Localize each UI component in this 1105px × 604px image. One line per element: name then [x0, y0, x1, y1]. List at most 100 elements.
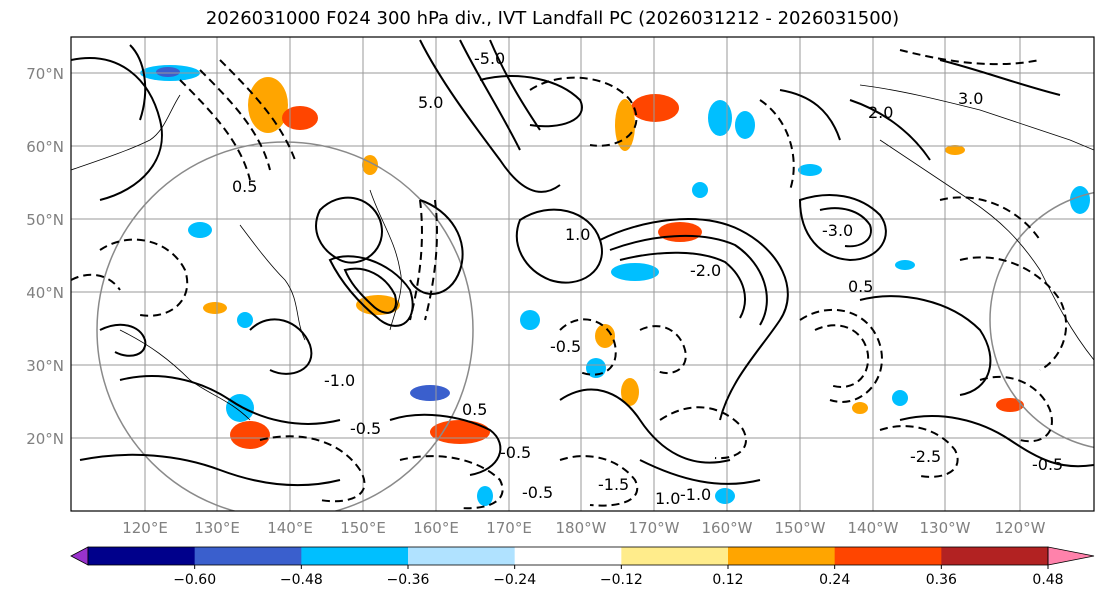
- contour-line: [119, 375, 341, 425]
- contour-label: -1.0: [680, 485, 711, 504]
- shade-neg-region: [715, 488, 735, 504]
- contour-label: -0.5: [1032, 455, 1063, 474]
- lat-label: 70°N: [26, 65, 64, 83]
- contour-line: [559, 455, 639, 507]
- contour-label: 2.0: [868, 103, 893, 122]
- coastline: [879, 139, 1094, 361]
- contour-line: [779, 89, 841, 141]
- contour-line: [849, 99, 931, 161]
- contour-line: [879, 425, 959, 478]
- shade-pos-region: [996, 398, 1024, 412]
- contour-line: [799, 308, 883, 403]
- shade-pos-region: [248, 77, 288, 133]
- lon-label: 160°W: [702, 519, 753, 537]
- contour-line: [71, 273, 121, 291]
- contour-line: [609, 234, 768, 326]
- contour-line: [979, 375, 1053, 443]
- lat-label: 20°N: [26, 430, 64, 448]
- map-grid: [71, 37, 1094, 511]
- contour-label: 0.5: [462, 400, 487, 419]
- lon-label: 150°W: [775, 519, 826, 537]
- shade-neg-region: [611, 263, 659, 281]
- coastline: [239, 224, 306, 341]
- contour-line: [179, 79, 251, 181]
- shade-pos-region: [595, 324, 615, 348]
- latitude-labels: 70°N 60°N 50°N 40°N 30°N 20°N: [26, 65, 64, 448]
- lat-label: 30°N: [26, 357, 64, 375]
- colorbar-swatches: [70, 546, 1095, 566]
- contour-line: [599, 218, 789, 421]
- contour-line: [659, 406, 747, 460]
- contour-line: [559, 388, 731, 464]
- colorbar-tick-label: −0.24: [493, 572, 536, 588]
- contour-line: [639, 325, 687, 375]
- shade-pos-region: [430, 420, 490, 444]
- contour-label: -0.5: [522, 483, 553, 502]
- contour-line: [939, 59, 1061, 96]
- contour-label: -1.0: [324, 371, 355, 390]
- contour-label: -5.0: [474, 49, 505, 68]
- contour-line: [459, 39, 521, 151]
- negative-contours: [71, 49, 1068, 510]
- colorbar-swatch: [194, 547, 302, 565]
- lon-label: 140°W: [848, 519, 899, 537]
- lon-label: 140°E: [267, 519, 313, 537]
- coastline: [119, 329, 251, 421]
- contour-line: [819, 207, 872, 248]
- contour-line: [619, 251, 746, 319]
- contour-line: [489, 39, 541, 131]
- shade-neg-region: [226, 394, 254, 422]
- colorbar-swatch: [941, 547, 1049, 565]
- shade-pos-region: [631, 94, 679, 122]
- contour-line: [249, 318, 313, 375]
- shade-neg-region: [188, 222, 212, 238]
- contour-line: [899, 415, 1094, 468]
- lon-label: 170°W: [629, 519, 680, 537]
- shade-neg-region: [1070, 186, 1090, 214]
- contour-label: 1.0: [655, 489, 680, 508]
- contour-label: 1.0: [565, 225, 590, 244]
- lon-label: 150°E: [340, 519, 386, 537]
- colorbar-extend-high: [1047, 546, 1095, 566]
- contour-label: -0.5: [550, 337, 581, 356]
- positive-contours: [71, 39, 1094, 487]
- lon-label: 130°W: [920, 519, 971, 537]
- colorbar-swatch: [728, 547, 836, 565]
- contour-line: [219, 59, 296, 161]
- colorbar-ticks: −0.60 −0.48 −0.36 −0.24 −0.12 0.12 0.24 0.36 0.4…: [173, 565, 1064, 588]
- shade-neg-region: [892, 390, 908, 406]
- contour-labels: -5.0 0.5 -0.5 2.0 -3.0 1.0 -1.0 5.0 -2.0…: [232, 49, 1063, 508]
- page-title: 2026031000 F024 300 hPa div., IVT Landfa…: [205, 8, 900, 29]
- colorbar-tick-label: −0.60: [173, 572, 216, 588]
- colorbar-swatch: [834, 547, 942, 565]
- contour-line: [389, 413, 502, 476]
- shade-neg-region: [520, 310, 540, 330]
- contour-line: [71, 57, 163, 201]
- colorbar-swatch: [621, 547, 729, 565]
- contour-line: [328, 255, 414, 327]
- colorbar-swatch: [408, 547, 516, 565]
- contour-label: 3.0: [958, 89, 983, 108]
- contour-line: [343, 267, 397, 314]
- lon-label: 130°E: [194, 519, 240, 537]
- contour-line: [515, 208, 603, 284]
- contour-line: [559, 318, 617, 376]
- contour-line: [399, 455, 504, 510]
- contour-label: 0.5: [848, 277, 873, 296]
- contour-line: [199, 69, 271, 171]
- shade-neg-region: [410, 385, 450, 401]
- lon-label: 120°E: [122, 519, 168, 537]
- colorbar-tick-label: −0.36: [387, 572, 430, 588]
- shade-pos-region: [621, 378, 639, 406]
- contour-line: [315, 196, 383, 264]
- shade-neg-region: [735, 111, 755, 139]
- shade-pos-region: [658, 222, 702, 242]
- shade-pos-region: [230, 421, 270, 449]
- colorbar-swatch: [88, 547, 196, 565]
- shade-neg-region: [156, 67, 180, 77]
- colorbar-extend-low: [70, 546, 89, 566]
- shade-pos-region: [945, 145, 965, 155]
- shade-neg-region: [237, 312, 253, 328]
- lon-label: 180°W: [556, 519, 607, 537]
